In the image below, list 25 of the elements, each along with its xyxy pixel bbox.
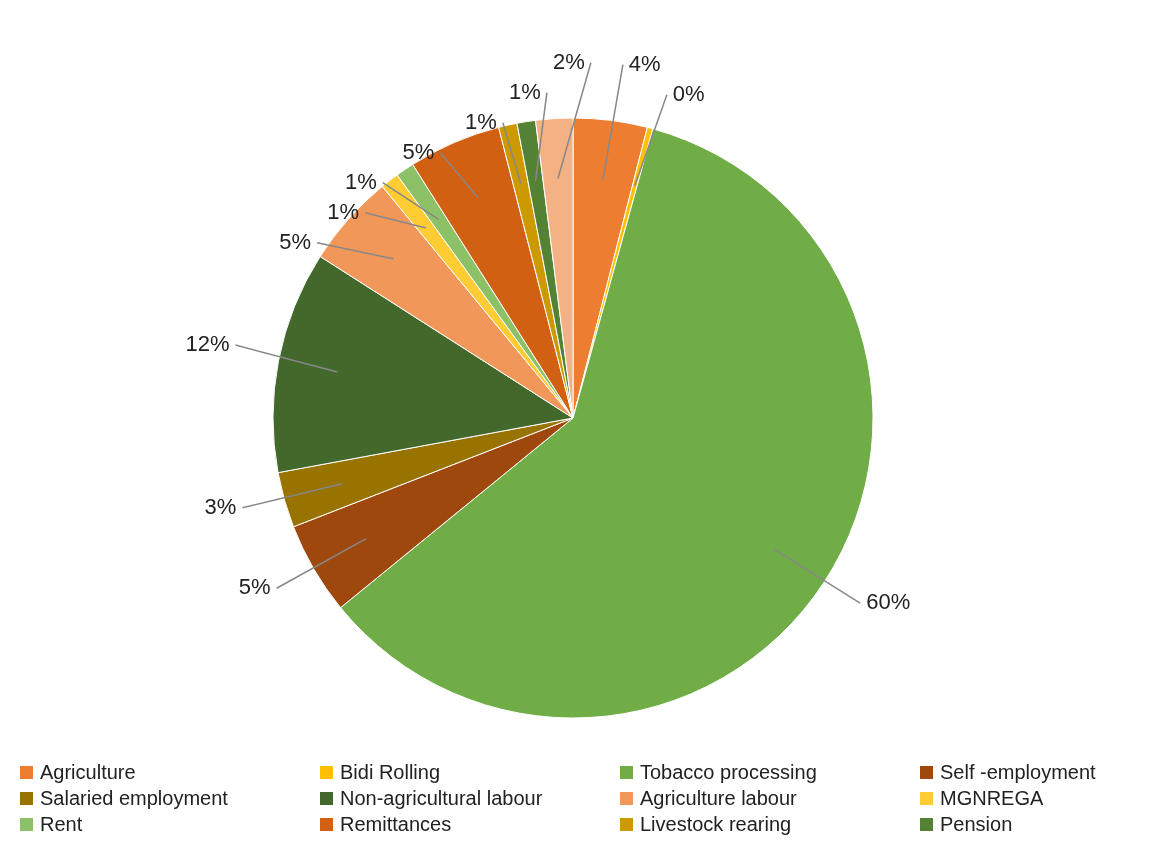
data-label: 4% xyxy=(628,50,661,76)
legend-label: Pension xyxy=(940,813,1013,835)
data-label: 5% xyxy=(279,228,312,254)
legend-label: Agriculture xyxy=(40,761,136,783)
data-label: 3% xyxy=(204,493,237,519)
legend-label: Salaried employment xyxy=(40,787,229,809)
legend-label: Remittances xyxy=(340,813,452,835)
data-label: 2% xyxy=(553,48,585,74)
data-label: 5% xyxy=(238,574,271,600)
legend-label: Non-agricultural labour xyxy=(340,787,543,809)
data-label: 1% xyxy=(344,168,377,194)
legend-label: Bidi Rolling xyxy=(340,761,441,783)
legend-label: Livestock rearing xyxy=(640,813,792,835)
legend-label: Tobacco processing xyxy=(640,761,817,783)
legend-label: Self -employment xyxy=(940,761,1097,783)
data-label: 0% xyxy=(672,80,705,106)
legend-label: MGNREGA xyxy=(940,787,1044,809)
data-label: 12% xyxy=(185,331,230,356)
legend-label: Rent xyxy=(40,813,83,835)
legend-label: Agriculture labour xyxy=(640,787,798,809)
data-label: 1% xyxy=(465,108,497,134)
data-label: 1% xyxy=(509,78,541,104)
data-label: 5% xyxy=(402,138,435,164)
data-label: 1% xyxy=(327,198,360,224)
data-label: 60% xyxy=(866,589,911,615)
